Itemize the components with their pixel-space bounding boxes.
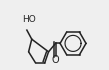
Text: HO: HO [22, 15, 36, 24]
Text: O: O [52, 55, 59, 65]
